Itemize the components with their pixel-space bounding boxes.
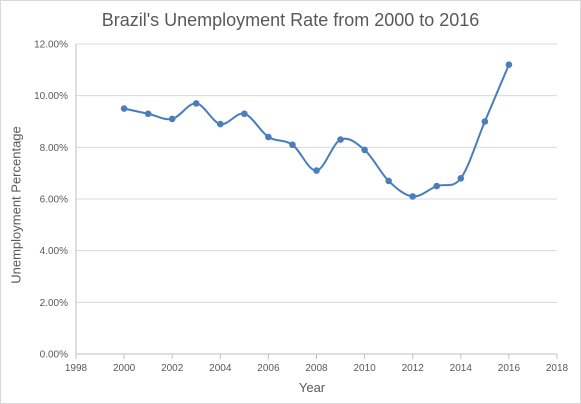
x-tick-label: 2018 <box>546 363 569 374</box>
y-tick-label: 6.00% <box>40 195 68 206</box>
x-tick-label: 2010 <box>353 363 376 374</box>
data-point <box>505 61 513 68</box>
data-point <box>241 110 248 118</box>
x-tick-label: 2004 <box>209 363 232 374</box>
data-point <box>361 146 368 154</box>
x-tick-label: 2002 <box>161 363 184 374</box>
tick-labels: 0.00% 2.00% 4.00% 6.00% 8.00% 10.00% 12.00% 199… <box>34 40 568 375</box>
data-point <box>385 177 392 185</box>
data-point <box>337 136 344 143</box>
y-tick-label: 12.00% <box>34 40 68 51</box>
data-point <box>144 110 152 118</box>
y-tick-label: 0.00% <box>40 350 68 361</box>
data-point <box>433 182 441 190</box>
x-tick-label: 2006 <box>257 363 280 374</box>
chart-title: Brazil's Unemployment Rate from 2000 to … <box>101 10 480 30</box>
y-tick-label: 2.00% <box>40 298 68 309</box>
data-point <box>168 115 176 123</box>
y-tick-label: 4.00% <box>40 246 68 257</box>
data-point <box>265 133 272 141</box>
y-tick-label: 8.00% <box>40 143 68 154</box>
x-tick-label: 2008 <box>305 363 328 374</box>
data-point <box>409 193 417 200</box>
series-line <box>123 64 510 198</box>
series-line-group <box>123 64 510 198</box>
data-point <box>289 141 296 149</box>
data-point <box>217 120 224 128</box>
gridlines <box>76 43 557 303</box>
data-point <box>481 118 489 125</box>
x-tick-label: 2012 <box>402 363 425 374</box>
axes <box>75 44 558 359</box>
y-tick-label: 10.00% <box>34 91 68 102</box>
x-tick-label: 2000 <box>113 363 136 374</box>
data-points <box>120 61 513 200</box>
x-tick-label: 2016 <box>498 363 521 374</box>
x-axis-title: Year <box>298 380 326 395</box>
x-tick-label: 2014 <box>450 363 473 374</box>
data-point <box>192 100 200 107</box>
data-point <box>313 167 320 174</box>
data-point <box>457 175 465 182</box>
x-tick-label: 1998 <box>65 363 88 374</box>
data-point <box>120 105 128 112</box>
